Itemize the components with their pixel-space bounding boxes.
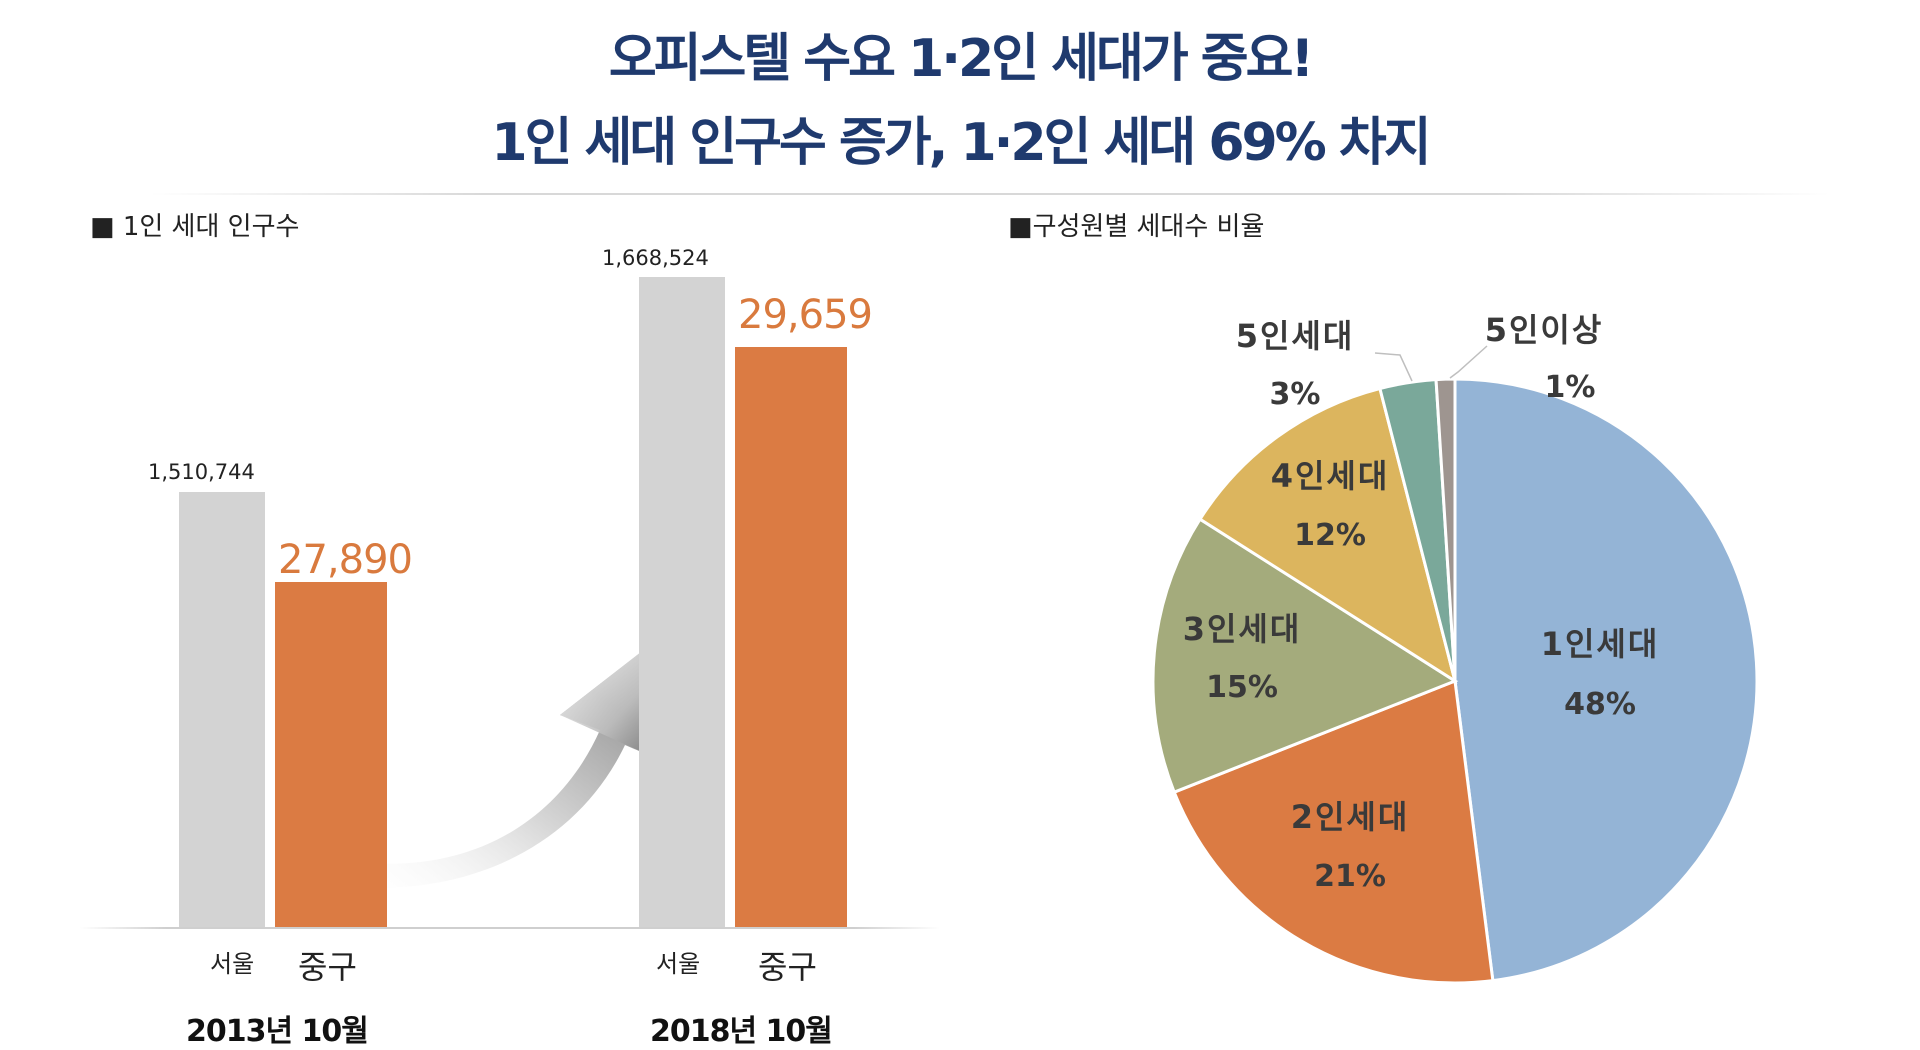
pie-slice-percent-2: 21%: [1314, 859, 1386, 894]
pie-slice-label-2: 2인세대: [1291, 798, 1410, 836]
data-label-seoul-2018: 1,668,524: [602, 246, 709, 270]
period-label-2018: 2018년 10월: [650, 1014, 833, 1049]
pie-slice-6: [1434, 377, 1457, 682]
pie-slice-percent-4: 12%: [1294, 518, 1366, 553]
growth-arrow-graphic: [340, 645, 660, 888]
pie-chart-section-label: ■구성원별 세대수 비율: [1008, 212, 1265, 242]
bar-chart-section-label: ■ 1인 세대 인구수: [90, 212, 300, 242]
category-label-seoul-2013: 서울: [210, 950, 255, 978]
period-label-2013: 2013년 10월: [186, 1014, 369, 1049]
bar-junggu-2013: [275, 582, 387, 927]
pie-slice-label-1: 1인세대: [1541, 625, 1660, 663]
category-label-junggu-2013: 중구: [298, 948, 357, 986]
pie-slice-label-5: 5인세대: [1236, 317, 1355, 355]
category-label-seoul-2018: 서울: [656, 950, 701, 978]
data-label-junggu-2018: 29,659: [738, 292, 873, 338]
pie-slice-label-3: 3인세대: [1183, 610, 1302, 648]
pie-slice-1: [1453, 377, 1759, 983]
page-title-line2: 1인 세대 인구수 증가, 1·2인 세대 69% 차지: [491, 113, 1431, 173]
pie-slice-4: [1197, 386, 1458, 685]
bar-junggu-2018: [735, 347, 847, 927]
pie-slice-percent-6: 1%: [1545, 370, 1596, 405]
title-divider: [150, 193, 1830, 195]
bar-seoul-2013: [179, 492, 265, 927]
pie-slice-3: [1151, 517, 1459, 795]
pie-slice-percent-1: 48%: [1564, 687, 1636, 722]
bar-seoul-2018: [639, 277, 725, 927]
pie-slice-label-6: 5인이상: [1485, 311, 1604, 349]
pie-slice-percent-3: 15%: [1206, 670, 1278, 705]
category-label-junggu-2018: 중구: [758, 948, 817, 986]
x-axis-baseline: [80, 927, 940, 929]
data-label-junggu-2013: 27,890: [278, 537, 413, 583]
pie-leader-line-6: [1449, 345, 1488, 379]
pie-slice-label-4: 4인세대: [1271, 457, 1390, 495]
data-label-seoul-2013: 1,510,744: [148, 460, 255, 484]
pie-slice-2: [1172, 678, 1495, 985]
pie-leader-line-5: [1374, 352, 1413, 382]
page-title-line1: 오피스텔 수요 1·2인 세대가 중요!: [608, 29, 1314, 89]
pie-slice-percent-5: 3%: [1270, 377, 1321, 412]
